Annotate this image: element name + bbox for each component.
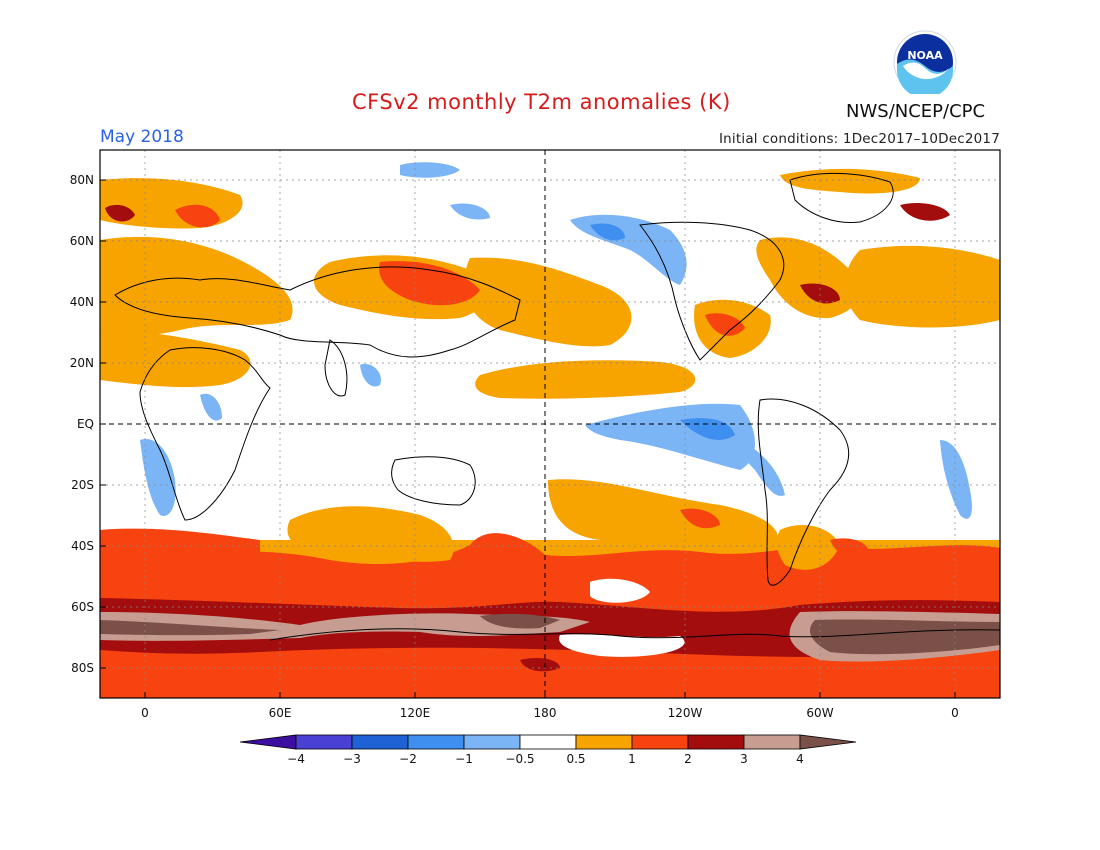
colorbar-bin (575, 734, 633, 750)
lon-label: 0 (141, 706, 149, 720)
colorbar (239, 734, 857, 750)
colorbar-bin (743, 734, 801, 750)
lat-label: 60S (71, 600, 94, 614)
lon-label: 60W (806, 706, 833, 720)
lat-label: 20N (70, 356, 94, 370)
chart-title: CFSv2 monthly T2m anomalies (K) (352, 90, 731, 114)
colorbar-bin (463, 734, 521, 750)
lat-label: 20S (71, 478, 94, 492)
lon-label: 60E (269, 706, 292, 720)
lat-label: 40S (71, 539, 94, 553)
lat-label: 60N (70, 234, 94, 248)
colorbar-bin (295, 734, 353, 750)
lon-label: 120W (668, 706, 703, 720)
colorbar-labels: −4 −3 −2 −1 −0.5 0.5 1 2 3 4 (287, 752, 804, 766)
grid-lines (100, 150, 1000, 698)
lon-label: 180 (534, 706, 557, 720)
lat-label: 80N (70, 173, 94, 187)
colorbar-label: 3 (740, 752, 748, 766)
colorbar-bin (351, 734, 409, 750)
logo-lettering: NOAA (907, 49, 943, 62)
initial-conditions-label: Initial conditions: 1Dec2017–10Dec2017 (718, 131, 1000, 147)
colorbar-bin (799, 734, 857, 750)
colorbar-bin (239, 734, 297, 750)
coastlines (114, 172, 1000, 641)
lat-labels: 80N 60N 40N 20N EQ 20S 40S 60S 80S (70, 173, 94, 675)
lon-labels: 0 60E 120E 180 120W 60W 0 (141, 706, 959, 720)
target-month-label: May 2018 (100, 127, 184, 147)
colorbar-label: −1 (455, 752, 473, 766)
colorbar-label: −4 (287, 752, 305, 766)
lat-label: EQ (77, 417, 94, 431)
colorbar-label: 1 (628, 752, 636, 766)
lat-ticks (100, 179, 106, 669)
colorbar-label: −0.5 (505, 752, 534, 766)
colorbar-bin (407, 734, 465, 750)
lon-label: 0 (951, 706, 959, 720)
anomaly-fill-layer (100, 162, 1000, 698)
colorbar-bin (631, 734, 689, 750)
colorbar-label: 4 (796, 752, 804, 766)
lon-label: 120E (400, 706, 431, 720)
noaa-logo-icon: NOAA (893, 30, 957, 94)
lat-label: 80S (71, 661, 94, 675)
colorbar-label: 0.5 (566, 752, 585, 766)
lon-ticks (144, 692, 956, 698)
lat-label: 40N (70, 295, 94, 309)
organization-label: NWS/NCEP/CPC (846, 101, 986, 122)
colorbar-label: −2 (399, 752, 417, 766)
colorbar-label: 2 (684, 752, 692, 766)
colorbar-bin (519, 734, 577, 750)
colorbar-bin (687, 734, 745, 750)
colorbar-label: −3 (343, 752, 361, 766)
